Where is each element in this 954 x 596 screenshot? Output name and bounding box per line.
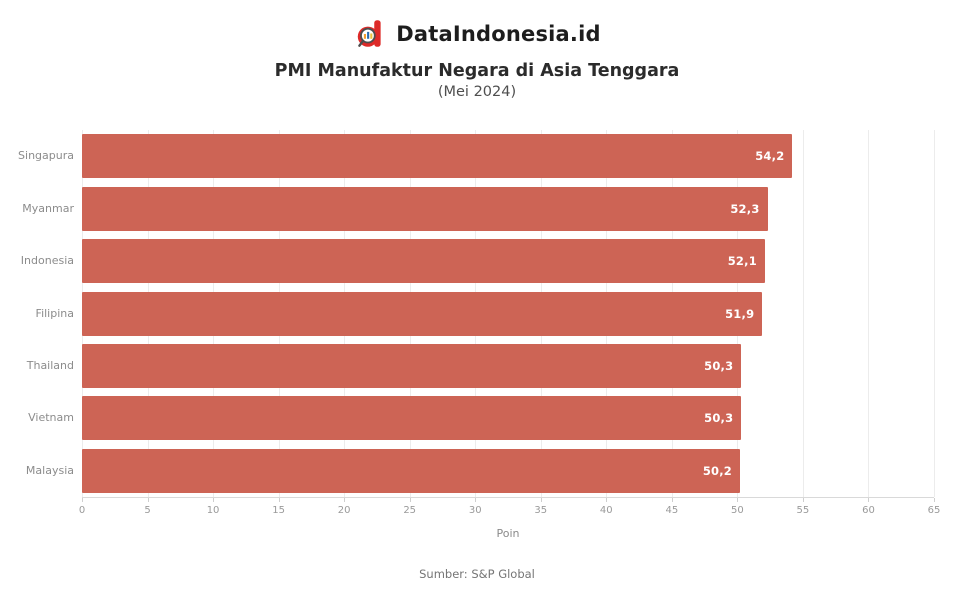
bar-row: Vietnam 50,3 xyxy=(28,396,934,441)
y-axis-label: Singapura xyxy=(18,149,74,163)
y-axis-label: Indonesia xyxy=(20,254,74,268)
bar-row: Indonesia 52,1 xyxy=(21,239,934,284)
x-axis-tick xyxy=(147,498,149,502)
x-axis-tick-label: 30 xyxy=(468,505,482,516)
bar-value-label: 52,1 xyxy=(727,254,757,269)
bar-row: Malaysia 50,2 xyxy=(26,448,934,493)
x-axis-tick-label: 35 xyxy=(534,505,548,516)
x-axis-tick-label: 65 xyxy=(927,505,941,516)
x-axis-tick xyxy=(475,498,477,502)
x-axis-tick xyxy=(344,498,346,502)
x-axis-tick xyxy=(606,498,608,502)
bar-value-label: 51,9 xyxy=(725,306,755,321)
bar-row: Singapura 54,2 xyxy=(18,134,934,179)
x-axis-tick-label: 10 xyxy=(206,505,220,516)
y-axis-label: Malaysia xyxy=(25,463,74,477)
x-axis: 0 5 10 15 20 25 30 35 40 45 50 55 60 65 xyxy=(79,498,940,538)
x-axis-tick xyxy=(868,498,870,502)
x-axis-title: Poin xyxy=(496,527,520,540)
y-axis-label: Myanmar xyxy=(22,201,74,215)
y-axis-label: Vietnam xyxy=(28,411,74,425)
x-axis-tick xyxy=(213,498,215,502)
bar-row: Filipina 51,9 xyxy=(36,291,934,336)
gridline xyxy=(934,130,935,497)
bar-value-label: 50,3 xyxy=(704,411,734,426)
y-axis-label: Thailand xyxy=(26,358,74,372)
x-axis-tick-label: 55 xyxy=(796,505,810,516)
brand-row: DataIndonesia.id xyxy=(0,16,954,52)
bar-value-label: 50,2 xyxy=(702,463,732,478)
x-axis-tick-label: 25 xyxy=(403,505,417,516)
x-axis-tick-label: 20 xyxy=(337,505,351,516)
x-axis-tick xyxy=(278,498,280,502)
chart-title: PMI Manufaktur Negara di Asia Tenggara xyxy=(274,61,680,81)
brand-text: DataIndonesia.id xyxy=(396,22,601,46)
bar-row: Thailand 50,3 xyxy=(27,343,934,388)
bar-value-label: 52,3 xyxy=(730,201,760,216)
x-axis-tick xyxy=(82,498,83,502)
bar-row: Myanmar 52,3 xyxy=(22,186,934,231)
x-axis-tick-label: 50 xyxy=(731,505,744,516)
gridline xyxy=(868,130,870,497)
x-axis-tick-label: 0 xyxy=(78,505,86,516)
y-axis-label: Filipina xyxy=(35,306,74,320)
bar-value-label: 50,3 xyxy=(704,358,734,373)
x-axis-tick xyxy=(409,498,411,502)
gridline xyxy=(802,130,804,497)
x-axis-tick xyxy=(671,498,673,502)
x-axis-tick-label: 5 xyxy=(144,505,151,516)
chart-header: DataIndonesia.id PMI Manufaktur Negara d… xyxy=(0,16,954,100)
bar: 50,2 xyxy=(82,448,740,493)
bar-value-label: 54,2 xyxy=(755,149,785,164)
bar: 52,3 xyxy=(82,186,768,231)
source-note: Sumber: S&P Global xyxy=(419,567,535,581)
x-axis-tick xyxy=(934,498,935,502)
bar: 51,9 xyxy=(82,291,763,336)
x-axis-tick-label: 45 xyxy=(665,505,679,516)
x-axis-tick-label: 40 xyxy=(599,505,613,516)
x-axis-tick-label: 15 xyxy=(272,505,285,516)
bar: 54,2 xyxy=(82,134,793,179)
x-axis-tick-label: 60 xyxy=(862,505,875,516)
bar: 50,3 xyxy=(82,396,742,441)
x-axis-tick xyxy=(802,498,804,502)
bar: 52,1 xyxy=(82,239,765,284)
plot-area: Singapura 54,2 Myanmar 52,3 Indonesia 52,1 Fil… xyxy=(18,130,935,498)
chart-subtitle: (Mei 2024) xyxy=(437,84,517,100)
bar: 50,3 xyxy=(82,343,742,388)
x-axis-tick xyxy=(540,498,542,502)
dataindonesia-logo-icon xyxy=(353,17,387,51)
x-axis-tick xyxy=(737,498,739,502)
